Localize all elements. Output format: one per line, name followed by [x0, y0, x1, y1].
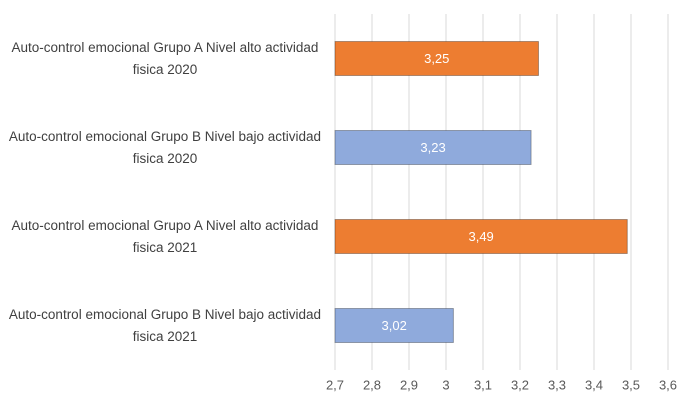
data-label: 3,02 [382, 318, 407, 333]
x-tick-label: 3,1 [474, 377, 492, 392]
x-tick-label: 3,6 [659, 377, 677, 392]
bar [334, 41, 539, 76]
bar [334, 219, 628, 254]
data-label: 3,49 [468, 229, 493, 244]
y-tick-label: Auto-control emocional Grupo B Nivel baj… [8, 128, 322, 166]
bar [334, 130, 532, 165]
x-tick-label: 3,2 [511, 377, 529, 392]
x-tick-label: 2,7 [326, 377, 344, 392]
x-tick-label: 3,4 [585, 377, 603, 392]
bar [334, 308, 454, 343]
x-tick-label: 2,9 [400, 377, 418, 392]
x-tick-label: 3 [442, 377, 449, 392]
y-tick-label: Auto-control emocional Grupo B Nivel baj… [8, 306, 322, 344]
x-tick-label: 2,8 [363, 377, 381, 392]
x-tick-label: 3,3 [548, 377, 566, 392]
data-label: 3,25 [424, 51, 449, 66]
y-tick-label: Auto-control emocional Grupo A Nivel alt… [11, 39, 319, 77]
y-tick-label: Auto-control emocional Grupo A Nivel alt… [11, 217, 319, 255]
x-tick-label: 3,5 [622, 377, 640, 392]
data-label: 3,23 [420, 140, 445, 155]
